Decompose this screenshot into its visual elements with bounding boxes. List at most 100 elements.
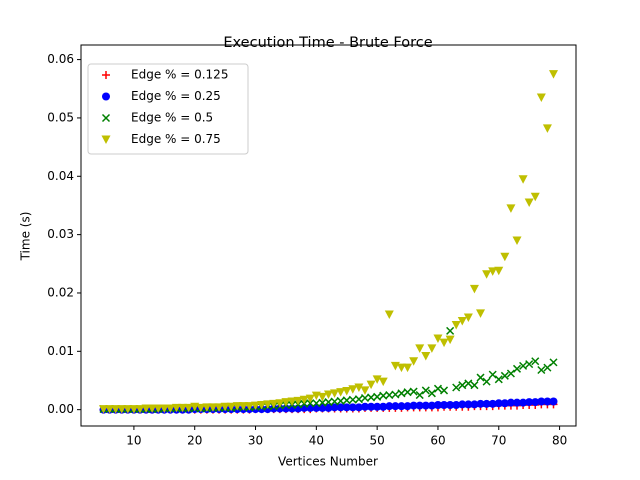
point (244, 402, 254, 411)
point (391, 390, 400, 399)
point (214, 403, 224, 412)
x-tick-label: 70 (491, 434, 506, 448)
point (153, 404, 163, 413)
point (537, 397, 546, 406)
point (433, 334, 443, 343)
point (457, 316, 467, 326)
x-axis-label: Vertices Number (278, 455, 378, 469)
point (135, 405, 145, 414)
point (117, 405, 127, 414)
point (367, 402, 376, 411)
chart-title: Execution Time - Brute Force (223, 35, 432, 51)
point (238, 402, 248, 411)
point (184, 403, 194, 413)
point (427, 344, 437, 353)
y-tick-label: 0.05 (47, 110, 74, 124)
point (530, 192, 540, 202)
point (342, 403, 351, 412)
point (385, 402, 394, 411)
point (257, 400, 267, 410)
x-tick-label: 50 (370, 434, 385, 448)
x-tick-label: 20 (187, 434, 202, 448)
point (306, 399, 315, 408)
point (360, 402, 369, 411)
point (105, 405, 115, 414)
point (232, 402, 242, 411)
point (433, 384, 442, 393)
point (500, 371, 509, 380)
point (488, 370, 497, 379)
point (531, 398, 540, 407)
point (263, 400, 273, 409)
point (494, 266, 504, 276)
x-tick-label: 10 (126, 434, 141, 448)
point (324, 403, 333, 412)
point (445, 335, 455, 345)
point (111, 405, 121, 414)
y-tick-label: 0.02 (47, 285, 74, 299)
point (470, 400, 479, 409)
x-tick-label: 80 (552, 434, 567, 448)
point (476, 309, 486, 318)
point (348, 403, 357, 412)
point (433, 400, 442, 409)
point (421, 401, 430, 410)
legend-marker (101, 113, 111, 123)
point (409, 387, 418, 396)
point (372, 375, 382, 384)
point (354, 403, 363, 412)
point (506, 204, 516, 213)
point (415, 391, 424, 400)
point (525, 360, 534, 369)
x-tick-label: 40 (309, 434, 324, 448)
point (342, 386, 352, 396)
point (159, 404, 169, 413)
point (451, 321, 461, 330)
y-tick-label: 0.04 (47, 169, 74, 183)
point (446, 400, 455, 409)
y-tick-label: 0.03 (47, 227, 74, 241)
point (318, 403, 327, 412)
point (287, 397, 297, 406)
point (147, 404, 157, 413)
point (384, 310, 394, 320)
point (452, 383, 461, 392)
point (269, 399, 279, 409)
point (446, 326, 455, 335)
point (415, 401, 424, 410)
legend-marker (102, 92, 110, 101)
point (512, 236, 522, 245)
point (396, 363, 406, 373)
y-axis-label: Time (s) (19, 212, 33, 262)
point (269, 404, 278, 413)
point (421, 386, 430, 395)
point (525, 398, 534, 407)
point (482, 270, 492, 279)
point (171, 403, 181, 413)
y-tick-label: 0.00 (47, 402, 74, 416)
point (299, 395, 309, 405)
point (403, 402, 412, 411)
point (141, 404, 151, 413)
x-tick-label: 30 (248, 434, 263, 448)
point (202, 403, 212, 412)
point (403, 363, 413, 373)
point (317, 392, 327, 402)
point (543, 397, 552, 406)
point (488, 267, 498, 276)
legend-label: Edge % = 0.25 (131, 89, 221, 103)
point (275, 404, 284, 413)
point (458, 400, 467, 409)
point (427, 389, 436, 398)
point (470, 381, 479, 390)
point (379, 402, 388, 411)
point (482, 377, 491, 386)
point (519, 398, 528, 407)
point (324, 390, 333, 399)
point (440, 386, 449, 395)
point (378, 377, 388, 387)
point (409, 401, 418, 410)
y-tick-label: 0.01 (47, 344, 74, 358)
